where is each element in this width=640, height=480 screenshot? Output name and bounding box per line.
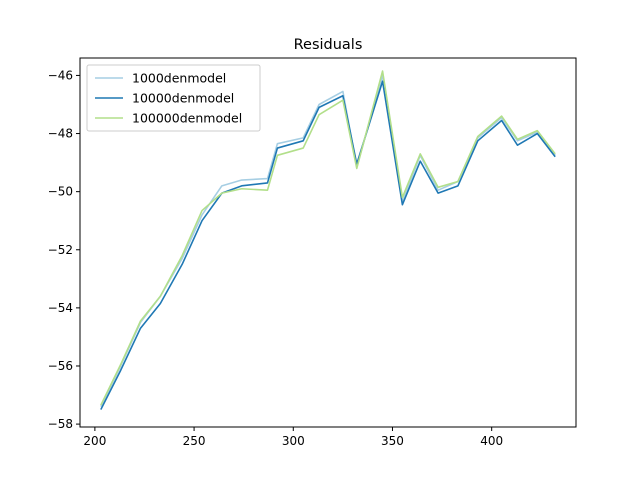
x-tick-label: 400 bbox=[480, 434, 503, 448]
series-line-1 bbox=[100, 80, 556, 410]
y-tick-label: −52 bbox=[48, 243, 73, 257]
x-tick-label: 200 bbox=[83, 434, 106, 448]
y-tick-label: −46 bbox=[48, 68, 73, 82]
series-line-2 bbox=[100, 70, 556, 406]
y-axis: −58 −56 −54 −52 −50 −48 −46 bbox=[48, 68, 80, 431]
series-layer bbox=[100, 70, 556, 410]
x-tick-label: 350 bbox=[381, 434, 404, 448]
x-tick-label: 250 bbox=[183, 434, 206, 448]
chart-title: Residuals bbox=[294, 37, 363, 53]
legend: 1000denmodel 10000denmodel 100000denmodel bbox=[86, 64, 261, 132]
legend-label: 10000denmodel bbox=[132, 91, 234, 106]
series-line-0 bbox=[100, 74, 556, 408]
legend-label: 100000denmodel bbox=[132, 111, 242, 126]
y-tick-label: −58 bbox=[48, 417, 73, 431]
plot-frame bbox=[79, 57, 577, 428]
y-tick-label: −54 bbox=[48, 301, 73, 315]
y-tick-label: −48 bbox=[48, 127, 73, 141]
y-tick-label: −50 bbox=[48, 185, 73, 199]
x-tick-label: 300 bbox=[282, 434, 305, 448]
y-tick-label: −56 bbox=[48, 359, 73, 373]
legend-box bbox=[86, 64, 261, 132]
x-axis: 200 250 300 350 400 bbox=[83, 427, 503, 448]
legend-label: 1000denmodel bbox=[132, 71, 226, 86]
